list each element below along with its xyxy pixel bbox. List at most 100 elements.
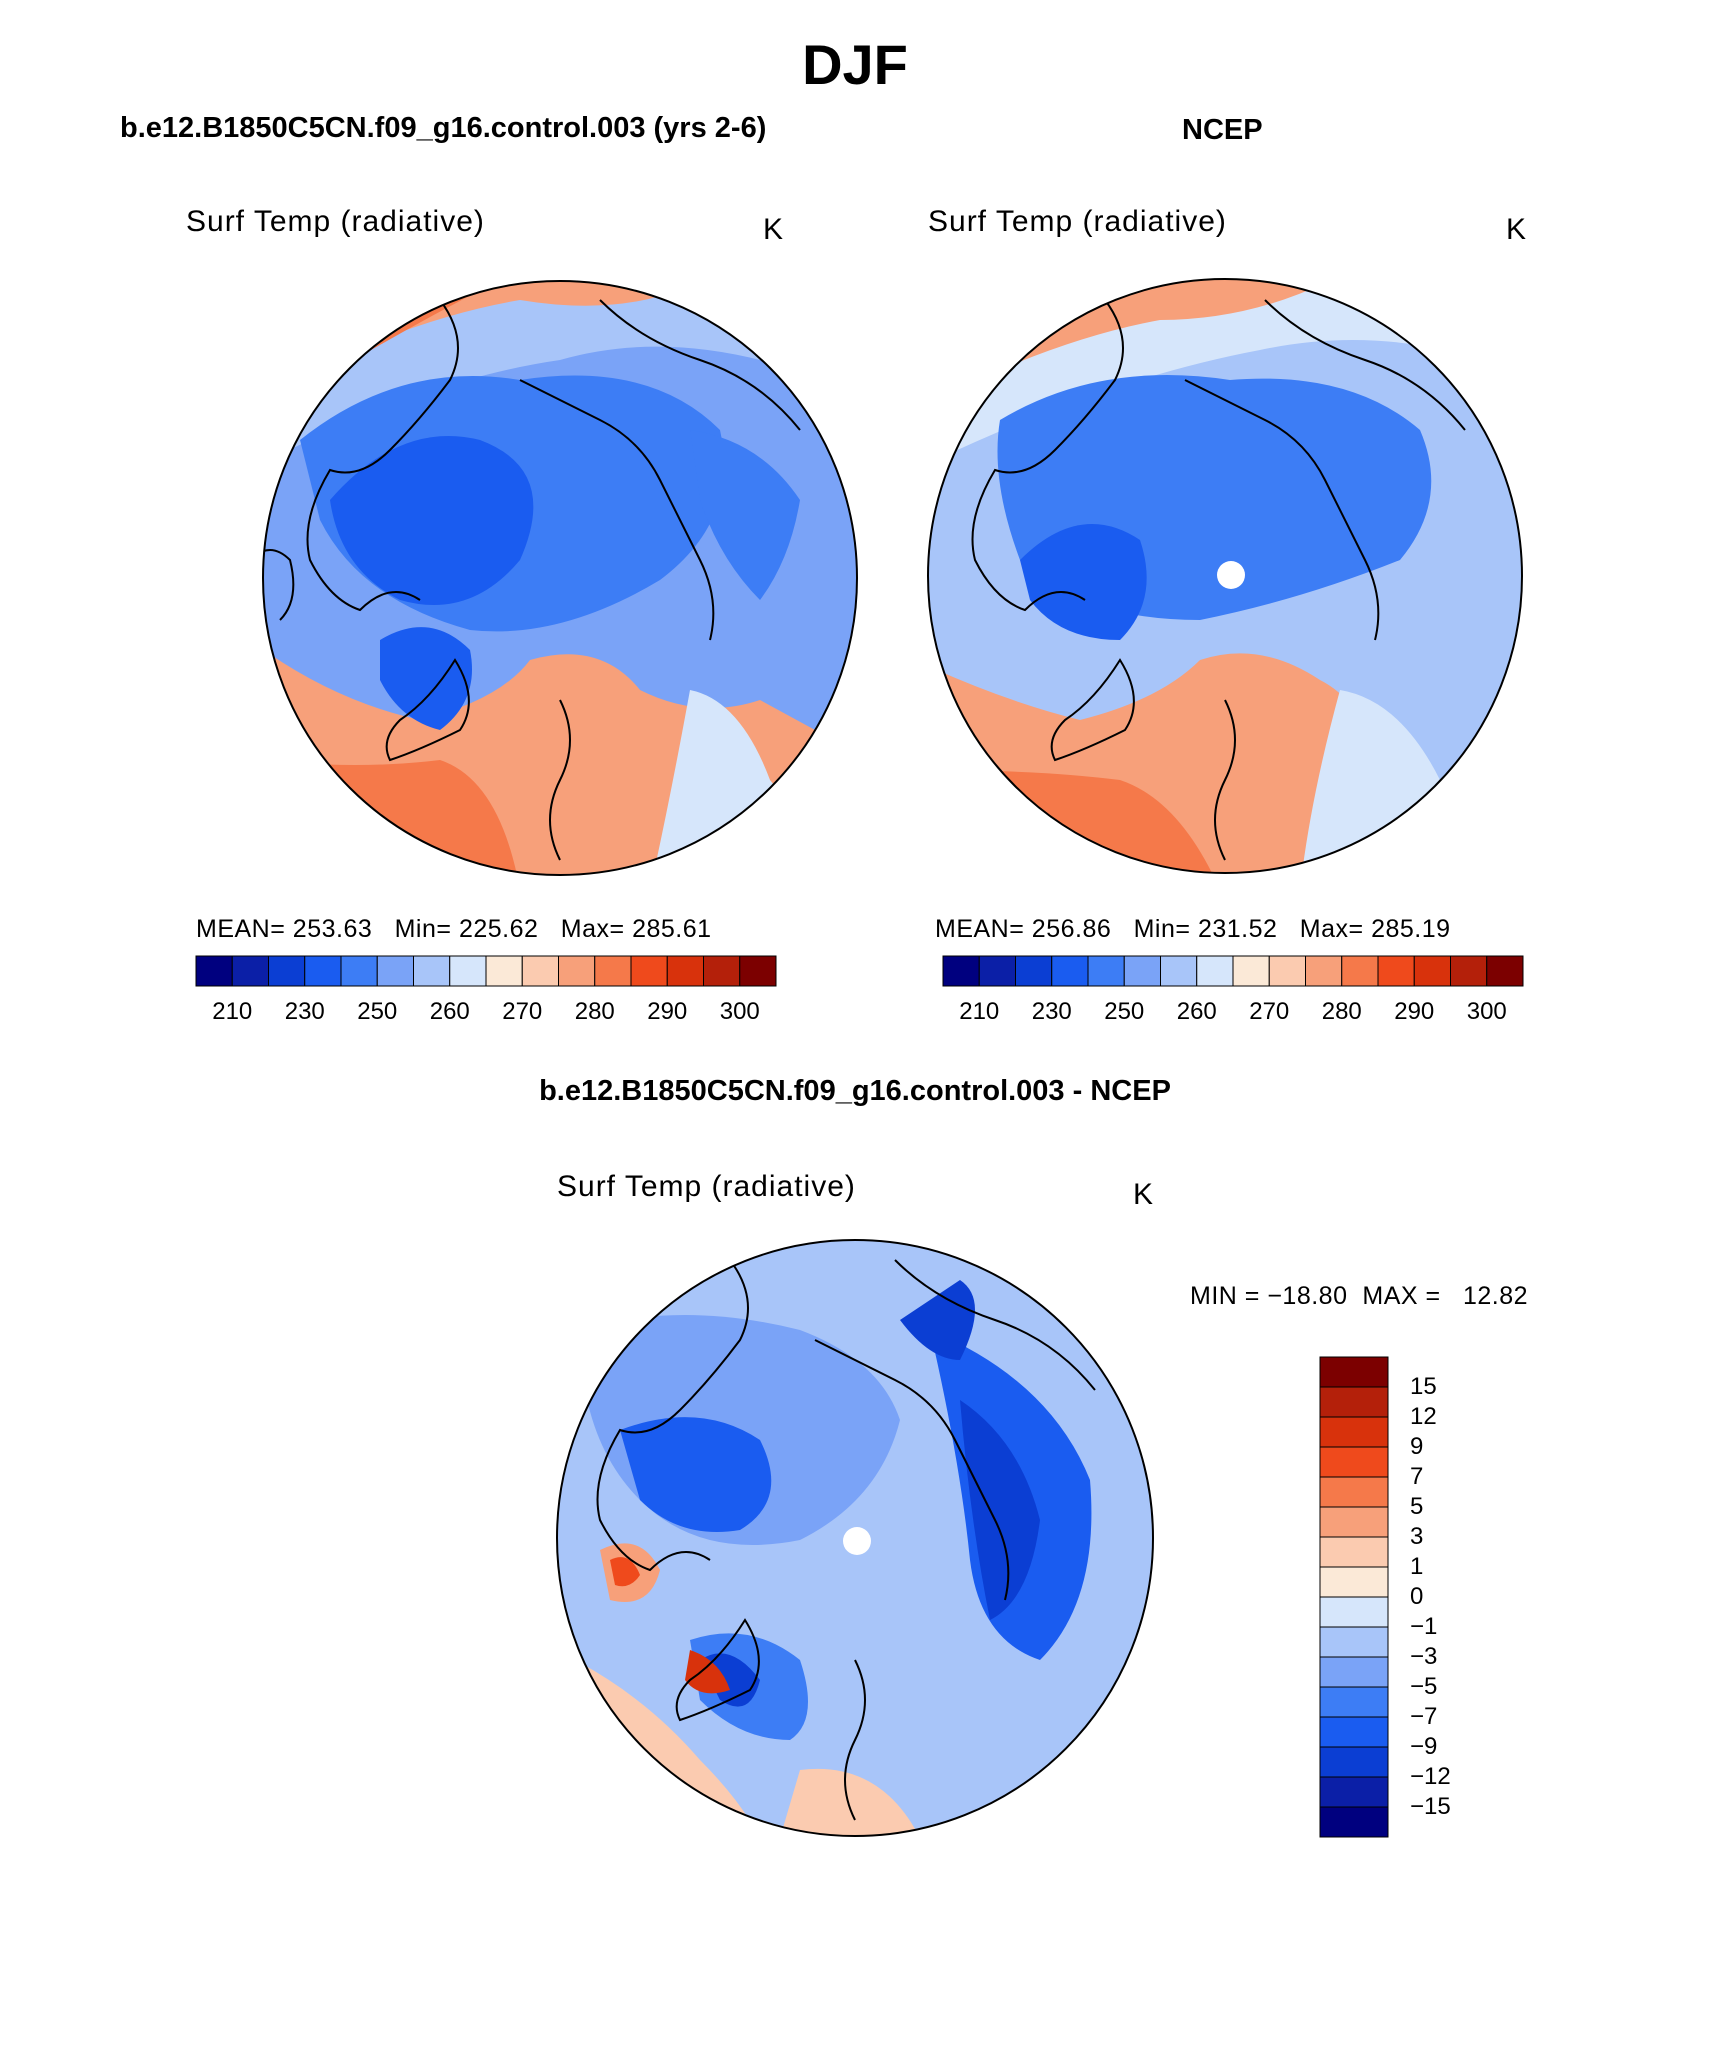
colorbar-swatch — [304, 955, 342, 987]
colorbar-swatch — [1319, 1746, 1389, 1778]
colorbar-tick-label: 0 — [1410, 1583, 1424, 1610]
colorbar-swatch — [1319, 1536, 1389, 1568]
colorbar-swatch — [1341, 955, 1379, 987]
colorbar-tick-label: 230 — [284, 998, 325, 1025]
colorbar-tick-label: 250 — [357, 998, 398, 1025]
obs-coastlines — [971, 299, 1466, 861]
obs-units-label: K — [1506, 213, 1527, 246]
colorbar-tick-label: 12 — [1410, 1403, 1437, 1430]
figure-title: DJF — [802, 33, 908, 96]
colorbar-tick-label: 280 — [1321, 998, 1362, 1025]
obs-colorbar-ticks: 210 230 250 260 270 280 290 300 — [0, 998, 1710, 1028]
colorbar-tick-label: 15 — [1410, 1373, 1437, 1400]
colorbar-swatch — [1319, 1416, 1389, 1448]
colorbar-tick-label: 270 — [502, 998, 543, 1025]
colorbar-tick-label: 9 — [1410, 1433, 1424, 1460]
diff-colorbar — [1319, 1356, 1389, 1838]
model-units-label: K — [763, 213, 784, 246]
diff-siberia-core — [960, 1400, 1040, 1620]
colorbar-swatch — [558, 955, 596, 987]
diff-max-label: MAX = — [1362, 1282, 1441, 1310]
obs-stats: MEAN= 256.86 Min= 231.52 Max= 285.19 — [935, 915, 1451, 944]
obs-variable-label: Surf Temp (radiative) — [928, 205, 1227, 238]
colorbar-swatch — [1486, 955, 1524, 987]
diff-europe-warm — [780, 1768, 920, 1836]
colorbar-swatch — [1319, 1386, 1389, 1418]
colorbar-tick-label: 300 — [719, 998, 760, 1025]
colorbar-tick-label: 230 — [1031, 998, 1072, 1025]
model-case-title: b.e12.B1850C5CN.f09_g16.control.003 (yrs… — [120, 112, 767, 144]
model-min-value: 225.62 — [458, 915, 539, 943]
colorbar-swatch — [1319, 1656, 1389, 1688]
colorbar-swatch — [942, 955, 980, 987]
colorbar-swatch — [1319, 1596, 1389, 1628]
colorbar-swatch — [195, 955, 233, 987]
obs-max-label: Max= — [1299, 915, 1364, 943]
colorbar-swatch — [1450, 955, 1488, 987]
colorbar-swatch — [268, 955, 306, 987]
colorbar-swatch — [1319, 1446, 1389, 1478]
diff-min-label: MIN = — [1190, 1282, 1260, 1310]
colorbar-swatch — [376, 955, 414, 987]
diff-min-value: −18.80 — [1267, 1282, 1348, 1310]
colorbar-swatch — [1319, 1356, 1389, 1388]
colorbar-tick-label: 3 — [1410, 1523, 1424, 1550]
colorbar-swatch — [1232, 955, 1270, 987]
diff-colorbar-ticks: 15 12 9 7 5 3 1 0 −1 −3 −5 −7 −9 −12 −15 — [1410, 0, 1610, 2061]
colorbar-tick-label: −7 — [1410, 1703, 1438, 1730]
colorbar-tick-label: 260 — [429, 998, 470, 1025]
colorbar-swatch — [1305, 955, 1343, 987]
diff-coastlines — [596, 1259, 1096, 1821]
diff-title: b.e12.B1850C5CN.f09_g16.control.003 - NC… — [539, 1075, 1171, 1107]
colorbar-tick-label: −3 — [1410, 1643, 1438, 1670]
model-siberia-core — [690, 430, 800, 600]
model-min-label: Min= — [394, 915, 452, 943]
colorbar-swatch — [485, 955, 523, 987]
colorbar-swatch — [1319, 1806, 1389, 1838]
model-coastlines — [263, 299, 801, 861]
obs-max-value: 285.19 — [1371, 915, 1451, 943]
diff-archipelago — [620, 1417, 772, 1532]
obs-min-label: Min= — [1133, 915, 1191, 943]
colorbar-swatch — [1319, 1686, 1389, 1718]
colorbar-swatch — [340, 955, 378, 987]
colorbar-tick-label: 210 — [959, 998, 1000, 1025]
model-canada-core — [330, 436, 534, 605]
colorbar-swatch — [1319, 1476, 1389, 1508]
colorbar-tick-label: 300 — [1466, 998, 1507, 1025]
colorbar-swatch — [1196, 955, 1234, 987]
colorbar-tick-label: −9 — [1410, 1733, 1438, 1760]
colorbar-swatch — [739, 955, 777, 987]
colorbar-swatch — [666, 955, 704, 987]
colorbar-swatch — [1319, 1716, 1389, 1748]
colorbar-swatch — [703, 955, 741, 987]
colorbar-swatch — [1123, 955, 1161, 987]
diff-labrador-hot — [685, 1650, 730, 1694]
obs-mean-label: MEAN= — [935, 915, 1025, 943]
model-variable-label: Surf Temp (radiative) — [186, 205, 485, 238]
colorbar-swatch — [1160, 955, 1198, 987]
colorbar-swatch — [1319, 1506, 1389, 1538]
colorbar-swatch — [1015, 955, 1053, 987]
colorbar-tick-label: 290 — [647, 998, 688, 1025]
colorbar-swatch — [1319, 1776, 1389, 1808]
colorbar-tick-label: −15 — [1410, 1793, 1451, 1820]
obs-title: NCEP — [1182, 114, 1263, 146]
colorbar-swatch — [521, 955, 559, 987]
colorbar-swatch — [630, 955, 668, 987]
colorbar-swatch — [413, 955, 451, 987]
obs-canada-core — [1020, 524, 1147, 640]
diff-pole-hole — [843, 1527, 871, 1555]
diff-stats: MIN = −18.80 MAX = 12.82 — [1190, 1282, 1528, 1311]
colorbar-tick-label: 280 — [574, 998, 615, 1025]
colorbar-swatch — [231, 955, 269, 987]
model-max-value: 285.61 — [632, 915, 712, 943]
model-max-label: Max= — [560, 915, 625, 943]
obs-min-value: 231.52 — [1197, 915, 1278, 943]
obs-pole-hole — [1217, 561, 1245, 589]
colorbar-tick-label: 260 — [1176, 998, 1217, 1025]
colorbar-swatch — [978, 955, 1016, 987]
colorbar-tick-label: 270 — [1249, 998, 1290, 1025]
diff-alaska-hot — [610, 1557, 640, 1587]
model-mean-label: MEAN= — [196, 915, 286, 943]
